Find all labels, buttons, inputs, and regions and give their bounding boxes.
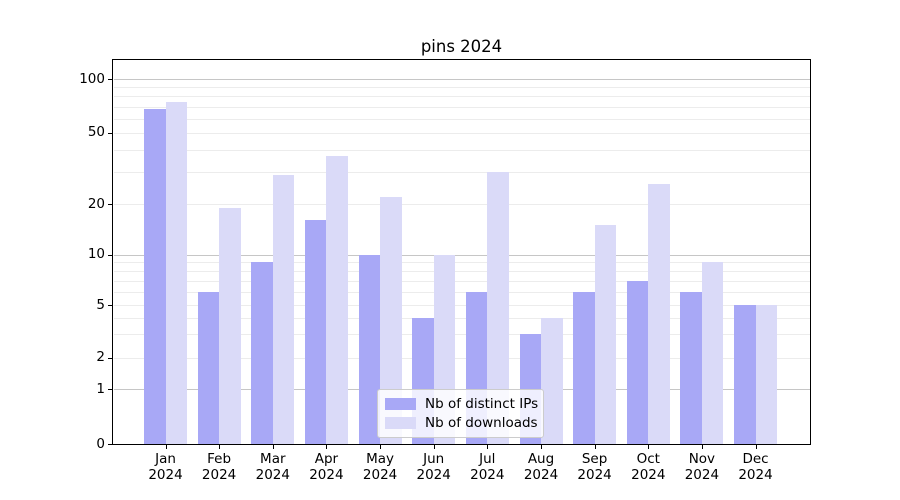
bar-downloads-jan bbox=[165, 102, 187, 444]
x-tick-label-aug: Aug 2024 bbox=[523, 451, 559, 483]
bar-downloads-feb bbox=[219, 207, 241, 444]
gridline-minor-2 bbox=[114, 357, 810, 359]
x-tick-label-apr: Apr 2024 bbox=[309, 451, 344, 483]
x-tick-apr bbox=[326, 445, 328, 449]
legend-label-downloads: Nb of downloads bbox=[425, 415, 538, 432]
bar-distinct-ips-apr bbox=[304, 220, 327, 444]
gridline-minor-40 bbox=[114, 150, 810, 152]
legend-item-downloads: Nb of downloads bbox=[385, 415, 538, 432]
legend-label-distinct-ips: Nb of distinct IPs bbox=[425, 395, 539, 412]
x-tick-mar bbox=[272, 445, 274, 449]
gridline-minor-3 bbox=[114, 334, 810, 336]
x-tick-label-jun: Jun 2024 bbox=[416, 451, 451, 483]
gridline-minor-8 bbox=[114, 270, 810, 272]
legend: Nb of distinct IPs Nb of downloads bbox=[377, 389, 544, 438]
bar-distinct-ips-mar bbox=[251, 262, 273, 444]
y-tick-label-1: 1 bbox=[96, 380, 105, 397]
legend-swatch-downloads bbox=[385, 417, 416, 430]
legend-swatch-distinct-ips bbox=[385, 397, 416, 410]
y-tick-10 bbox=[108, 254, 112, 256]
gridline-minor-30 bbox=[114, 172, 810, 174]
gridline-major-10 bbox=[114, 254, 810, 256]
x-tick-feb bbox=[219, 445, 221, 449]
y-tick-label-50: 50 bbox=[87, 124, 105, 141]
gridline-minor-20 bbox=[114, 204, 810, 205]
x-tick-nov bbox=[701, 445, 703, 449]
gridline-minor-70 bbox=[114, 106, 810, 108]
x-tick-label-jul: Jul 2024 bbox=[470, 451, 505, 483]
x-tick-jul bbox=[487, 445, 489, 449]
y-tick-2 bbox=[108, 357, 112, 359]
y-tick-label-0: 0 bbox=[96, 435, 105, 452]
x-tick-sep bbox=[594, 445, 596, 449]
x-tick-label-may: May 2024 bbox=[362, 451, 398, 483]
gridline-minor-4 bbox=[114, 318, 810, 319]
y-tick-label-100: 100 bbox=[79, 70, 105, 87]
x-tick-label-oct: Oct 2024 bbox=[631, 451, 666, 483]
x-tick-dec bbox=[755, 445, 757, 449]
y-tick-label-2: 2 bbox=[96, 349, 105, 365]
x-tick-label-sep: Sep 2024 bbox=[577, 451, 612, 483]
y-tick-5 bbox=[108, 305, 112, 307]
bar-distinct-ips-jan bbox=[144, 108, 166, 444]
bar-distinct-ips-nov bbox=[680, 291, 702, 444]
y-tick-1 bbox=[108, 389, 112, 390]
x-tick-label-jan: Jan 2024 bbox=[148, 451, 183, 483]
x-tick-label-nov: Nov 2024 bbox=[684, 451, 720, 483]
bar-downloads-sep bbox=[594, 225, 617, 444]
bar-distinct-ips-oct bbox=[626, 280, 649, 444]
gridline-minor-6 bbox=[114, 291, 810, 293]
gridline-major-100 bbox=[114, 79, 810, 80]
gridline-minor-5 bbox=[114, 305, 810, 307]
gridline-minor-50 bbox=[114, 132, 810, 134]
bar-distinct-ips-feb bbox=[197, 291, 220, 444]
bar-distinct-ips-may bbox=[358, 254, 381, 444]
gridline-minor-60 bbox=[114, 118, 810, 120]
x-tick-jan bbox=[165, 445, 167, 449]
gridline-minor-9 bbox=[114, 262, 810, 264]
x-tick-jun bbox=[433, 445, 435, 449]
legend-item-distinct-ips: Nb of distinct IPs bbox=[385, 395, 539, 412]
chart-title: pins 2024 bbox=[420, 37, 503, 56]
bar-downloads-aug bbox=[541, 318, 563, 444]
x-tick-aug bbox=[541, 445, 542, 449]
bar-downloads-nov bbox=[701, 262, 724, 444]
gridline-minor-80 bbox=[114, 96, 810, 98]
bar-downloads-may bbox=[380, 196, 402, 444]
y-tick-20 bbox=[108, 204, 112, 205]
y-tick-100 bbox=[108, 79, 112, 80]
x-tick-label-feb: Feb 2024 bbox=[201, 451, 237, 483]
x-tick-oct bbox=[648, 445, 650, 449]
y-tick-label-10: 10 bbox=[87, 246, 105, 262]
y-tick-0 bbox=[108, 444, 112, 445]
bar-distinct-ips-dec bbox=[734, 305, 756, 444]
bar-distinct-ips-sep bbox=[573, 291, 595, 444]
y-tick-label-5: 5 bbox=[96, 296, 105, 313]
gridline-minor-7 bbox=[114, 280, 810, 282]
bar-downloads-oct bbox=[648, 183, 670, 444]
x-tick-may bbox=[380, 445, 382, 449]
y-tick-label-20: 20 bbox=[87, 195, 105, 212]
x-tick-label-dec: Dec 2024 bbox=[738, 451, 773, 483]
bar-downloads-dec bbox=[755, 305, 777, 444]
bar-downloads-jul bbox=[487, 172, 509, 444]
bar-downloads-mar bbox=[272, 175, 295, 444]
gridline-minor-90 bbox=[114, 87, 810, 89]
y-tick-50 bbox=[108, 132, 112, 134]
bar-downloads-apr bbox=[326, 156, 348, 444]
x-tick-label-mar: Mar 2024 bbox=[255, 451, 290, 483]
